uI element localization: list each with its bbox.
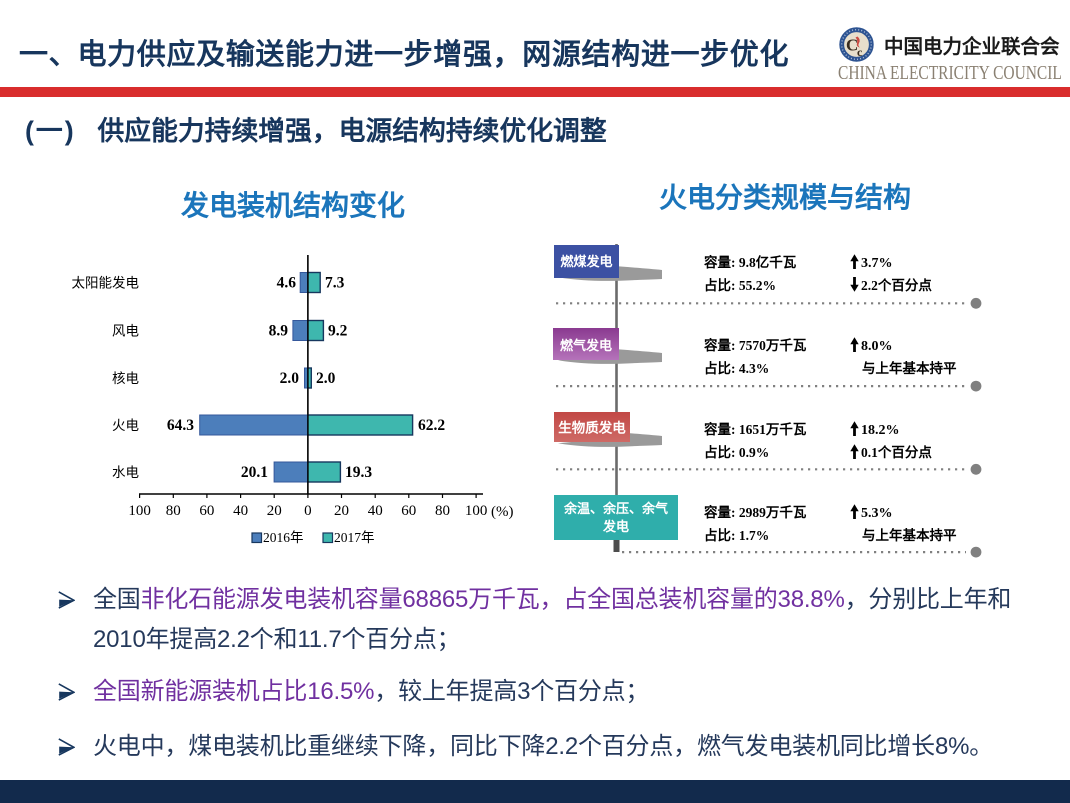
svg-text:容量: 2989万千瓦: 容量: 2989万千瓦 — [703, 504, 807, 520]
svg-text:5.3%: 5.3% — [861, 506, 893, 521]
svg-text:2.0: 2.0 — [280, 370, 300, 387]
svg-text:风电: 风电 — [112, 324, 139, 339]
svg-text:占比: 55.2%: 占比: 55.2% — [704, 277, 776, 293]
svg-text:0.1个百分点: 0.1个百分点 — [861, 444, 932, 460]
svg-text:19.3: 19.3 — [345, 464, 372, 481]
svg-text:100: 100 — [465, 503, 488, 519]
svg-text:80: 80 — [166, 503, 181, 519]
svg-text:火电: 火电 — [112, 418, 139, 433]
svg-text:62.2: 62.2 — [418, 417, 445, 434]
svg-text:占比: 4.3%: 占比: 4.3% — [704, 360, 769, 376]
svg-text:40: 40 — [368, 503, 383, 519]
svg-text:18.2%: 18.2% — [861, 423, 900, 438]
svg-text:2016年: 2016年 — [263, 530, 304, 545]
svg-text:20: 20 — [334, 503, 349, 519]
svg-text:20: 20 — [267, 503, 282, 519]
svg-text:100: 100 — [128, 503, 151, 519]
svg-text:发电: 发电 — [602, 519, 629, 534]
svg-text:占比: 1.7%: 占比: 1.7% — [704, 527, 769, 543]
svg-text:60: 60 — [401, 503, 416, 519]
svg-text:4.6: 4.6 — [277, 275, 297, 292]
svg-text:2.2个百分点: 2.2个百分点 — [861, 277, 932, 293]
svg-text:生物质发电: 生物质发电 — [558, 420, 626, 436]
svg-text:水电: 水电 — [112, 465, 139, 480]
svg-text:太阳能发电: 太阳能发电 — [72, 276, 140, 291]
svg-text:容量: 1651万千瓦: 容量: 1651万千瓦 — [703, 421, 807, 437]
svg-text:7.3: 7.3 — [325, 275, 345, 292]
svg-text:0: 0 — [304, 503, 312, 519]
svg-text:余温、余压、余气: 余温、余压、余气 — [563, 501, 668, 516]
svg-text:2.0: 2.0 — [316, 370, 336, 387]
svg-text:60: 60 — [199, 503, 214, 519]
svg-text:与上年基本持平: 与上年基本持平 — [862, 360, 957, 376]
svg-text:核电: 核电 — [112, 371, 139, 386]
svg-text:容量: 9.8亿千瓦: 容量: 9.8亿千瓦 — [703, 254, 797, 270]
svg-text:2017年: 2017年 — [334, 530, 375, 545]
svg-text:占比: 0.9%: 占比: 0.9% — [704, 444, 769, 460]
svg-text:(%): (%) — [491, 504, 514, 520]
svg-text:容量: 7570万千瓦: 容量: 7570万千瓦 — [703, 337, 807, 353]
svg-text:C: C — [846, 36, 858, 55]
svg-text:3.7%: 3.7% — [861, 256, 893, 271]
svg-text:燃气发电: 燃气发电 — [560, 338, 612, 353]
svg-text:8.0%: 8.0% — [861, 339, 893, 354]
svg-text:燃煤发电: 燃煤发电 — [560, 254, 612, 269]
svg-text:40: 40 — [233, 503, 248, 519]
svg-text:80: 80 — [435, 503, 450, 519]
svg-text:64.3: 64.3 — [167, 417, 194, 434]
svg-text:与上年基本持平: 与上年基本持平 — [862, 527, 957, 543]
svg-text:20.1: 20.1 — [241, 464, 268, 481]
svg-text:c: c — [857, 45, 863, 59]
svg-text:8.9: 8.9 — [269, 323, 289, 340]
svg-text:9.2: 9.2 — [328, 323, 348, 340]
